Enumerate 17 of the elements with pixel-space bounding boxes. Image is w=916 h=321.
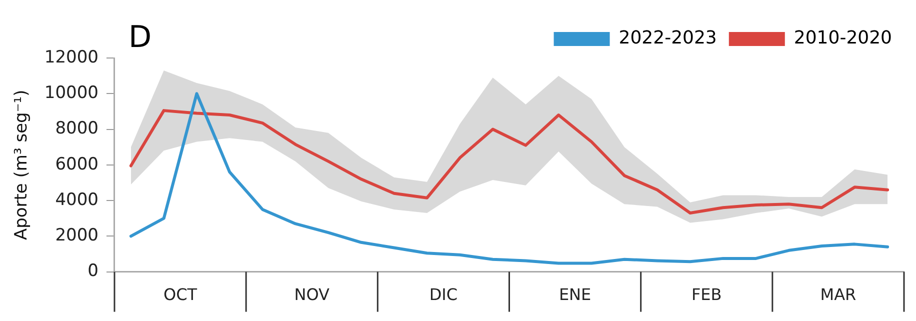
y-tick-label: 4000 <box>55 190 98 210</box>
chart-title: D <box>128 20 152 55</box>
legend-label: 2010-2020 <box>794 28 892 49</box>
text: FEB <box>691 284 722 304</box>
y-tick-label: 8000 <box>55 118 98 139</box>
y-tick-label: 0 <box>88 261 98 282</box>
text: ENE <box>558 284 592 304</box>
y-tick-label: 2000 <box>55 226 98 246</box>
text: NOV <box>294 284 330 304</box>
legend-label: 2022-2023 <box>618 28 717 49</box>
y-tick-label: 10000 <box>44 83 98 104</box>
text: MAR <box>820 284 856 304</box>
y-tick-label: 6000 <box>55 154 98 174</box>
text: DIC <box>429 284 458 304</box>
text: OCT <box>164 284 198 304</box>
y-axis-title: Aporte (m³ seg⁻¹) <box>12 90 32 240</box>
y-tick-label: 12000 <box>44 47 98 68</box>
